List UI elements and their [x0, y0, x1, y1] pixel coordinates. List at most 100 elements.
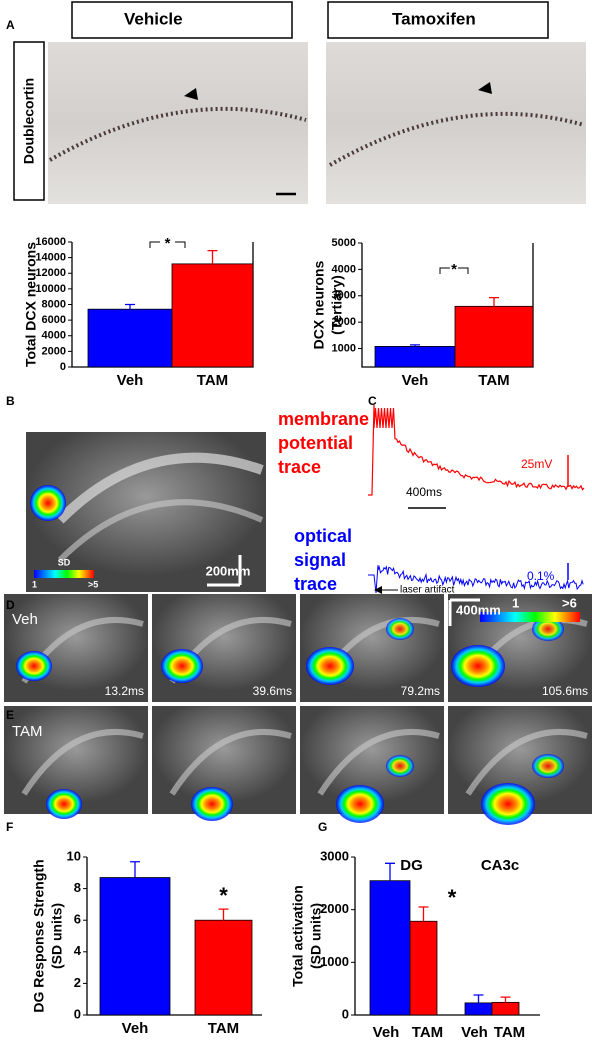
trace-label: trace: [278, 457, 321, 477]
y-axis-label: Total activation: [290, 885, 306, 987]
colorbar: [480, 612, 580, 622]
trace-label: trace: [294, 574, 337, 594]
colorbar-max: >6: [562, 595, 577, 610]
y-tick-label: 16000: [35, 236, 66, 248]
bar: [374, 346, 456, 368]
bar: [464, 1002, 493, 1016]
condition-label: Tamoxifen: [392, 9, 476, 28]
activation-blob: [46, 789, 82, 819]
y-tick-label: 12000: [35, 267, 66, 279]
row-label: TAM: [12, 723, 43, 740]
stain-box: [13, 41, 45, 201]
membrane-trace: [368, 404, 585, 496]
error-bar: [473, 994, 484, 1003]
y-tick-label: 6000: [42, 314, 66, 326]
trace-label: optical: [294, 526, 352, 546]
significance: *: [451, 261, 457, 278]
y-tick-label: 3000: [320, 848, 349, 863]
colorbar-label: SD: [58, 557, 71, 567]
arrowhead: [478, 82, 492, 94]
row-label: Veh: [12, 611, 38, 628]
bar: [194, 919, 253, 1016]
x-tick-label: Veh: [461, 1024, 488, 1041]
x-tick-label: TAM: [208, 1020, 239, 1037]
significance: *: [165, 235, 171, 252]
panel-label: A: [6, 18, 15, 32]
bar: [87, 308, 173, 368]
y-tick-label: 8000: [42, 298, 66, 310]
condition-label: Vehicle: [124, 9, 183, 28]
arrow: [374, 586, 382, 594]
significance-bracket: [439, 267, 469, 274]
bar: [454, 305, 534, 368]
panel-label: G: [318, 820, 327, 834]
slice-structure: [169, 728, 292, 796]
activation-blob: [386, 755, 414, 777]
imaging-frame: [152, 594, 296, 702]
bar: [99, 877, 171, 1016]
activation-blob: [386, 618, 414, 640]
granule-layer: [329, 111, 585, 167]
bar: [171, 263, 254, 368]
x-tick-label: TAM: [478, 372, 509, 389]
arrowhead: [184, 88, 198, 100]
x-tick-label: Veh: [402, 372, 429, 389]
significance: *: [219, 883, 228, 908]
time-label: 13.2ms: [105, 684, 144, 698]
imaging-frame: [4, 594, 148, 702]
panel-label: B: [6, 394, 15, 408]
error-bar: [410, 344, 420, 347]
significance-bracket: [149, 241, 186, 248]
x-tick-label: TAM: [412, 1024, 443, 1041]
slice-structure: [57, 499, 264, 563]
time-label: 105.6ms: [542, 684, 588, 698]
activation-blob: [306, 647, 354, 685]
stain-label: Doublecortin: [21, 78, 37, 164]
error-bar: [207, 249, 218, 264]
error-bar: [385, 862, 395, 881]
panel-label: E: [6, 708, 14, 722]
trace-label: potential: [278, 433, 353, 453]
y-tick-label: 1000: [320, 954, 349, 969]
panel-label: C: [368, 394, 377, 408]
bar: [369, 880, 411, 1016]
significance: *: [448, 885, 457, 910]
error-bar: [130, 861, 140, 878]
time-label: 39.6ms: [253, 684, 292, 698]
colorbar-min: 1: [32, 579, 37, 589]
group-label: CA3c: [481, 857, 519, 874]
scale-label: 400mm: [456, 602, 501, 617]
activation-blob: [336, 785, 384, 823]
error-bar: [500, 996, 511, 1003]
y-tick-label: 10000: [35, 283, 66, 295]
group-label: DG: [400, 857, 423, 874]
activation-blob: [451, 645, 505, 687]
y-axis-label: Total DCX neurons: [23, 242, 39, 367]
x-tick-label: Veh: [373, 1024, 400, 1041]
y-tick-label: 6: [74, 912, 81, 927]
error-bar: [218, 908, 229, 921]
trace-label: membrane: [278, 409, 369, 429]
activation-blob: [532, 617, 564, 641]
activation-blob: [532, 754, 564, 778]
voltage-scale: 25mV: [521, 457, 552, 471]
bar: [491, 1001, 520, 1016]
artifact-label: laser artifact: [400, 585, 455, 596]
y-axis-label: (SD units): [308, 903, 324, 969]
y-tick-label: 3000: [332, 290, 356, 302]
y-tick-label: 5000: [332, 237, 356, 249]
microscopy-image: [48, 42, 308, 204]
x-tick-label: Veh: [122, 1020, 149, 1037]
y-axis-label: DG Response Strength: [31, 859, 47, 1012]
slice-structure: [56, 452, 264, 524]
slice-structure: [21, 728, 144, 796]
vehicle-box: [71, 1, 293, 39]
activation-blob: [161, 649, 203, 683]
colorbar: [34, 570, 94, 578]
activation-blob: [481, 783, 535, 825]
bar: [409, 920, 438, 1016]
optical-trace: [368, 564, 584, 594]
slice-structure: [465, 728, 588, 796]
y-axis-label: (SD units): [49, 903, 65, 969]
